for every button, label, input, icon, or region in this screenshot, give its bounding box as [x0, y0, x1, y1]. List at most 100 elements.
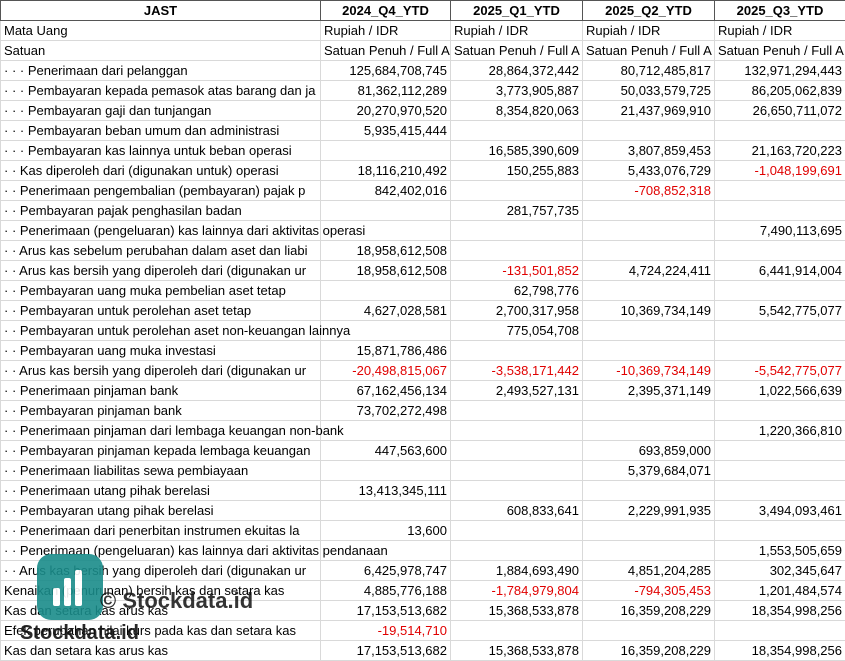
- value-cell: 1,022,566,639: [714, 380, 845, 401]
- row-label: Satuan: [0, 40, 321, 61]
- row-label: · · · Pembayaran beban umum dan administ…: [0, 120, 321, 141]
- row-label: · · Arus kas bersih yang diperoleh dari …: [0, 360, 321, 381]
- value-cell: [714, 320, 845, 341]
- value-cell: 302,345,647: [714, 560, 845, 581]
- value-cell: 281,757,735: [450, 200, 583, 221]
- value-cell: -5,542,775,077: [714, 360, 845, 381]
- value-cell: 86,205,062,839: [714, 80, 845, 101]
- value-cell: 17,153,513,682: [320, 600, 451, 621]
- value-cell: [582, 280, 715, 301]
- value-cell: [714, 240, 845, 261]
- table-row: · · Penerimaan (pengeluaran) kas lainnya…: [0, 540, 845, 561]
- value-cell: [714, 440, 845, 461]
- table-row: · · · Penerimaan dari pelanggan 125,684,7…: [0, 60, 845, 81]
- value-cell: Satuan Penuh / Full A: [582, 40, 715, 61]
- header-cell: 2025_Q1_YTD: [450, 0, 583, 21]
- value-cell: [582, 200, 715, 221]
- value-cell: -20,498,815,067: [320, 360, 451, 381]
- value-cell: 62,798,776: [450, 280, 583, 301]
- value-cell: 80,712,485,817: [582, 60, 715, 81]
- row-label: · · Penerimaan pinjaman dari lembaga keu…: [0, 420, 344, 441]
- value-cell: 18,116,210,492: [320, 160, 451, 181]
- value-cell: 447,563,600: [320, 440, 451, 461]
- value-cell: [450, 440, 583, 461]
- value-cell: 10,369,734,149: [582, 300, 715, 321]
- value-cell: [714, 340, 845, 361]
- value-cell: 18,354,998,256: [714, 600, 845, 621]
- header-cell: 2025_Q2_YTD: [582, 0, 715, 21]
- value-cell: 21,437,969,910: [582, 100, 715, 121]
- table-row: · · Penerimaan liabilitas sewa pembiayaa…: [0, 460, 845, 481]
- value-cell: [450, 240, 583, 261]
- table-row: · · Arus kas bersih yang diperoleh dari …: [0, 260, 845, 281]
- value-cell: Rupiah / IDR: [450, 20, 583, 41]
- value-cell: 1,884,693,490: [450, 560, 583, 581]
- value-cell: [582, 340, 715, 361]
- header-cell: 2025_Q3_YTD: [714, 0, 845, 21]
- value-cell: [714, 180, 845, 201]
- value-cell: [450, 180, 583, 201]
- value-cell: 1,553,505,659: [714, 540, 845, 561]
- table-row: Kas dan setara kas arus kas 17,153,513,68…: [0, 600, 845, 621]
- value-cell: 17,153,513,682: [320, 640, 451, 661]
- value-cell: 3,773,905,887: [450, 80, 583, 101]
- row-label: · · · Pembayaran gaji dan tunjangan: [0, 100, 321, 121]
- row-label: · · Arus kas sebelum perubahan dalam ase…: [0, 240, 321, 261]
- value-cell: [320, 220, 451, 241]
- value-cell: [450, 220, 583, 241]
- value-cell: 2,700,317,958: [450, 300, 583, 321]
- value-cell: 18,958,612,508: [320, 240, 451, 261]
- value-cell: [450, 400, 583, 421]
- row-label: · · Penerimaan pinjaman bank: [0, 380, 321, 401]
- value-cell: 4,724,224,411: [582, 260, 715, 281]
- row-label: · · Arus kas bersih yang diperoleh dari …: [0, 560, 321, 581]
- value-cell: 13,413,345,111: [320, 480, 451, 501]
- value-cell: 7,490,113,695: [714, 220, 845, 241]
- table-row: · · Pembayaran pinjaman kepada lembaga k…: [0, 440, 845, 461]
- table-row: Kas dan setara kas arus kas 17,153,513,68…: [0, 640, 845, 661]
- value-cell: -708,852,318: [582, 180, 715, 201]
- value-cell: 693,859,000: [582, 440, 715, 461]
- value-cell: -1,048,199,691: [714, 160, 845, 181]
- row-label: Kenaikan (penurunan) bersih kas dan seta…: [0, 580, 321, 601]
- value-cell: 13,600: [320, 520, 451, 541]
- header-cell: 2024_Q4_YTD: [320, 0, 451, 21]
- row-label: · · · Pembayaran kepada pemasok atas bar…: [0, 80, 321, 101]
- value-cell: [714, 480, 845, 501]
- value-cell: 608,833,641: [450, 500, 583, 521]
- value-cell: [320, 200, 451, 221]
- table-row: Kenaikan (penurunan) bersih kas dan seta…: [0, 580, 845, 601]
- table-row: · · · Pembayaran kepada pemasok atas bar…: [0, 80, 845, 101]
- value-cell: [450, 620, 583, 641]
- row-label: · · Pembayaran pajak penghasilan badan: [0, 200, 321, 221]
- value-cell: [714, 620, 845, 641]
- table-row: · · Kas diperoleh dari (digunakan untuk)…: [0, 160, 845, 181]
- value-cell: 1,220,366,810: [714, 420, 845, 441]
- value-cell: 5,935,415,444: [320, 120, 451, 141]
- value-cell: [582, 480, 715, 501]
- value-cell: [450, 460, 583, 481]
- row-label: · · · Penerimaan dari pelanggan: [0, 60, 321, 81]
- value-cell: 26,650,711,072: [714, 100, 845, 121]
- value-cell: [582, 320, 715, 341]
- value-cell: Satuan Penuh / Full A: [320, 40, 451, 61]
- table-row: Satuan Satuan Penuh / Full A Satuan Penuh …: [0, 40, 845, 61]
- value-cell: [450, 480, 583, 501]
- row-label: · · · Pembayaran kas lainnya untuk beban…: [0, 140, 321, 161]
- value-cell: 775,054,708: [450, 320, 583, 341]
- row-label: · · Kas diperoleh dari (digunakan untuk)…: [0, 160, 321, 181]
- value-cell: 15,368,533,878: [450, 640, 583, 661]
- value-cell: [714, 520, 845, 541]
- value-cell: [450, 340, 583, 361]
- table-row: · · · Pembayaran kas lainnya untuk beban…: [0, 140, 845, 161]
- table-row: · · Pembayaran uang muka investasi 15,871…: [0, 340, 845, 361]
- table-row: Mata Uang Rupiah / IDR Rupiah / IDR Rupiah …: [0, 20, 845, 41]
- value-cell: 21,163,720,223: [714, 140, 845, 161]
- row-label: · · Pembayaran utang pihak berelasi: [0, 500, 321, 521]
- value-cell: [582, 620, 715, 641]
- value-cell: [320, 280, 451, 301]
- table-row: · · Penerimaan pengembalian (pembayaran)…: [0, 180, 845, 201]
- value-cell: [450, 420, 583, 441]
- value-cell: [714, 400, 845, 421]
- value-cell: Rupiah / IDR: [582, 20, 715, 41]
